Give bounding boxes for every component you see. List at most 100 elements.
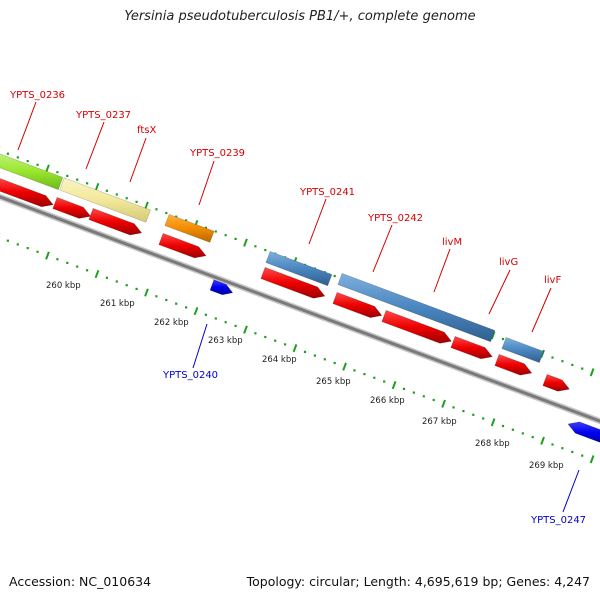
major-tick xyxy=(193,307,199,316)
minor-tick xyxy=(115,193,118,196)
minor-tick xyxy=(303,350,307,353)
kbp-label: 262 kbp xyxy=(154,318,189,328)
major-tick xyxy=(589,368,595,377)
leader-line xyxy=(433,248,451,293)
minor-tick xyxy=(313,354,316,357)
leader-line xyxy=(308,198,327,245)
gene-label[interactable]: YPTS_0240 xyxy=(162,370,218,381)
gene-label[interactable]: ftsX xyxy=(137,125,156,136)
minor-tick xyxy=(581,367,584,370)
minor-tick xyxy=(323,358,326,361)
minor-tick xyxy=(214,230,217,233)
gene-label[interactable]: YPTS_0242 xyxy=(367,213,423,224)
minor-tick xyxy=(214,317,217,320)
minor-tick xyxy=(422,395,425,398)
minor-tick xyxy=(264,248,267,252)
minor-tick xyxy=(185,306,188,309)
major-tick xyxy=(45,251,50,260)
genome-summary-text: Topology: circular; Length: 4,695,619 bp… xyxy=(246,574,590,589)
minor-tick xyxy=(373,376,376,379)
minor-tick xyxy=(571,363,574,366)
accession-text: Accession: NC_010634 xyxy=(9,574,152,589)
minor-tick xyxy=(383,380,386,383)
feature-bar[interactable] xyxy=(501,337,544,363)
minor-tick xyxy=(452,406,455,409)
map-title: Yersinia pseudotuberculosis PB1/+, compl… xyxy=(124,9,476,24)
gene-label[interactable]: YPTS_0237 xyxy=(75,110,131,121)
cds-arrow-forward[interactable] xyxy=(381,310,452,344)
minor-tick xyxy=(333,361,336,365)
gene-label[interactable]: YPTS_0239 xyxy=(189,148,245,159)
kbp-label: 263 kbp xyxy=(208,336,243,346)
leader-line xyxy=(488,269,511,315)
minor-tick xyxy=(333,274,336,278)
minor-tick xyxy=(561,447,564,450)
major-tick xyxy=(94,269,100,279)
cds-track xyxy=(0,177,600,444)
kbp-label: 266 kbp xyxy=(370,396,405,406)
gene-label[interactable]: YPTS_0241 xyxy=(299,187,355,198)
minor-tick xyxy=(135,287,138,290)
cds-arrow-forward[interactable] xyxy=(542,374,570,392)
minor-tick xyxy=(561,360,564,363)
gene-label[interactable]: livM xyxy=(442,237,462,248)
leader-line xyxy=(372,224,393,273)
minor-tick xyxy=(26,160,29,163)
minor-tick xyxy=(551,443,554,446)
minor-tick xyxy=(501,424,505,428)
leader-line xyxy=(198,160,215,206)
minor-tick xyxy=(185,219,188,222)
minor-tick xyxy=(175,302,178,305)
kbp-label: 265 kbp xyxy=(316,377,351,387)
leader-line xyxy=(192,323,208,369)
feature-bar[interactable] xyxy=(59,177,151,223)
minor-tick xyxy=(155,208,158,211)
minor-tick xyxy=(224,234,227,237)
minor-tick xyxy=(204,313,207,316)
minor-tick xyxy=(501,337,505,341)
major-tick xyxy=(490,418,496,427)
cds-arrow-forward[interactable] xyxy=(0,177,54,208)
feature-bar[interactable] xyxy=(265,251,333,287)
gene-label[interactable]: YPTS_0236 xyxy=(9,90,65,101)
cds-arrow-forward[interactable] xyxy=(332,292,383,318)
minor-tick xyxy=(36,163,39,166)
cds-arrow-forward[interactable] xyxy=(494,354,533,376)
leader-line xyxy=(531,287,552,333)
minor-tick xyxy=(581,454,584,457)
minor-tick xyxy=(105,276,108,279)
minor-tick xyxy=(16,156,19,159)
leader-line xyxy=(562,469,580,513)
feature-bar[interactable] xyxy=(0,153,64,190)
minor-tick xyxy=(86,182,89,185)
minor-tick xyxy=(36,250,39,253)
major-tick xyxy=(144,288,149,297)
minor-tick xyxy=(284,343,287,346)
major-tick xyxy=(540,436,545,445)
minor-tick xyxy=(56,258,59,261)
cds-arrow-forward[interactable] xyxy=(52,197,92,219)
cds-arrow-forward[interactable] xyxy=(260,267,326,299)
cds-arrow-reverse[interactable] xyxy=(567,421,600,444)
genome-backbone-core xyxy=(0,195,600,423)
feature-bar[interactable] xyxy=(164,214,215,243)
gene-label[interactable]: livG xyxy=(499,257,518,268)
major-tick xyxy=(292,344,298,353)
minor-tick xyxy=(353,369,356,372)
major-tick xyxy=(243,238,248,247)
cds-arrow-reverse[interactable] xyxy=(209,279,234,296)
minor-tick xyxy=(26,247,29,250)
cds-arrow-forward[interactable] xyxy=(450,336,493,360)
minor-tick xyxy=(254,245,257,248)
minor-tick xyxy=(482,417,485,420)
kbp-label: 269 kbp xyxy=(529,461,564,471)
feature-bar[interactable] xyxy=(337,273,496,343)
minor-tick xyxy=(254,332,257,335)
kbp-label: 267 kbp xyxy=(422,417,457,427)
gene-label[interactable]: YPTS_0247 xyxy=(530,515,586,526)
gene-label[interactable]: livF xyxy=(544,275,561,286)
cds-arrow-forward[interactable] xyxy=(88,208,143,236)
major-tick xyxy=(45,164,50,173)
cds-arrow-forward[interactable] xyxy=(158,233,207,259)
minor-tick xyxy=(6,239,9,242)
